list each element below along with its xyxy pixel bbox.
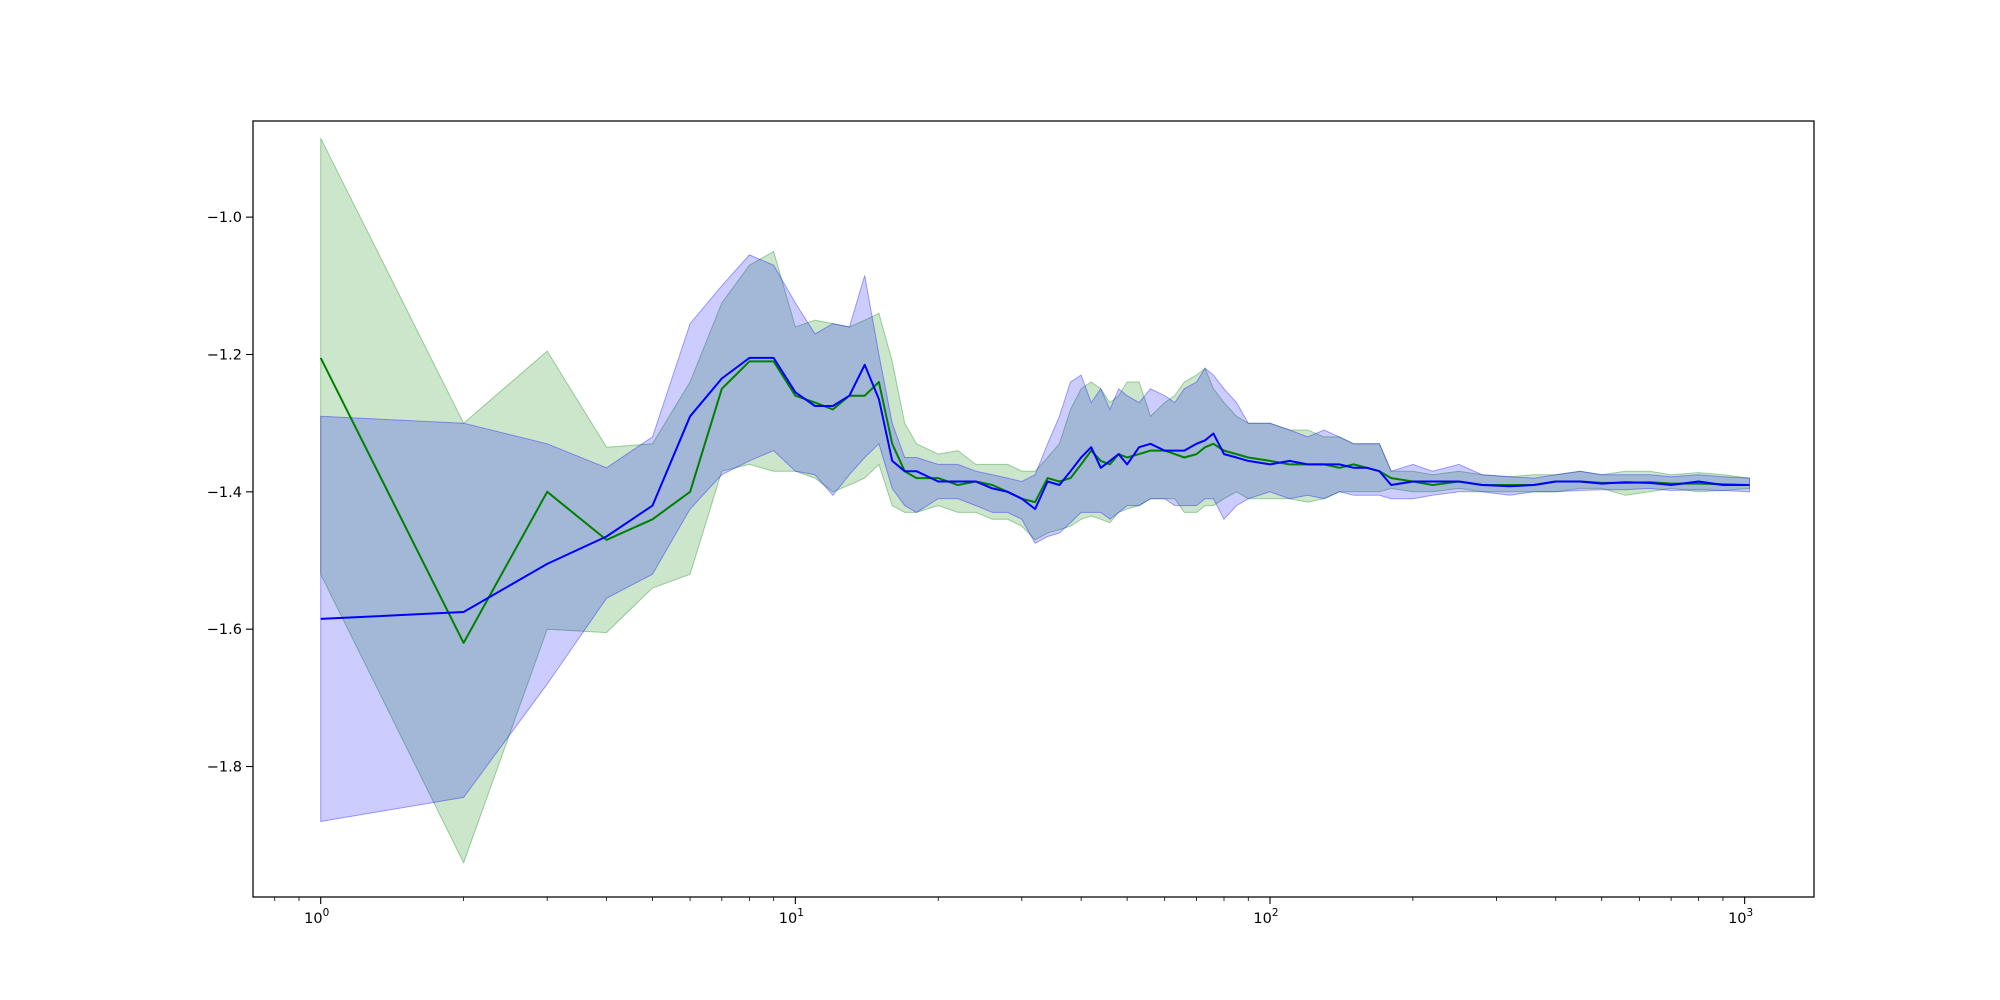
series-lines: [319, 356, 1750, 644]
x-axis: 100 101 102 103: [274, 897, 1753, 927]
y-tick-label-1: −1.2: [207, 347, 242, 363]
x-tick-label-1: 101: [779, 907, 804, 927]
x-tick-label-0: 100: [304, 907, 329, 927]
y-tick-label-0: −1.0: [207, 210, 242, 226]
series-2-band: [320, 254, 1750, 823]
y-tick-label-3: −1.6: [207, 622, 242, 638]
x-tick-label-2: 102: [1253, 907, 1278, 927]
y-tick-label-2: −1.4: [207, 485, 242, 501]
plot-area-frame: [252, 120, 1815, 898]
y-axis: −1.0 −1.2 −1.4 −1.6 −1.8: [207, 210, 253, 776]
x-tick-label-3: 103: [1728, 907, 1753, 927]
y-tick-label-4: −1.8: [207, 760, 242, 776]
series-2-line: [320, 356, 1750, 620]
